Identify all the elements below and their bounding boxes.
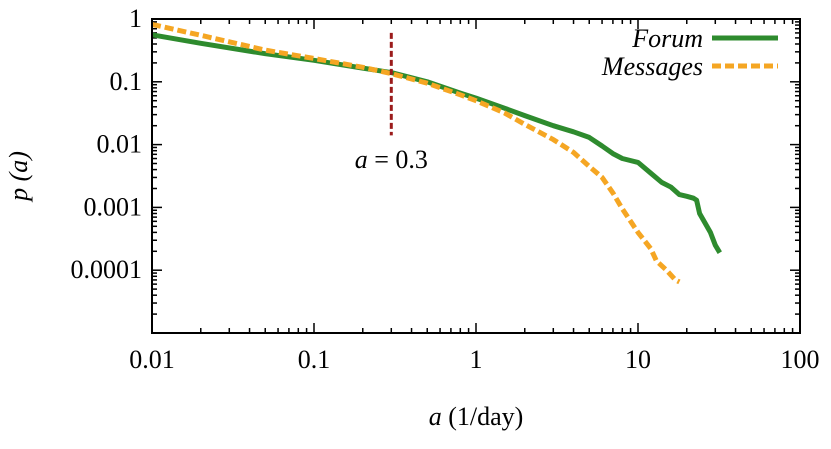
y-tick-label: 1 (129, 4, 142, 33)
series-line-messages (151, 21, 681, 285)
y-tick-label: 0.001 (84, 192, 143, 221)
annotation-layer: a = 0.3 (355, 32, 428, 174)
x-tick-label: 1 (470, 345, 483, 374)
x-tick-label: 100 (781, 345, 820, 374)
x-tick-label: 0.01 (129, 345, 175, 374)
x-tick-label: 10 (625, 345, 651, 374)
y-axis-label: p (a) (4, 151, 33, 203)
tick-labels-layer: 0.01 0.1 1 10 100 1 0.1 0.01 0.001 0.0001 (71, 4, 820, 374)
y-tick-label: 0.01 (97, 130, 143, 159)
y-axis-label-arg: (a) (4, 151, 33, 188)
y-axis-label-var: p (4, 188, 33, 203)
y-tick-label: 0.1 (110, 67, 143, 96)
x-axis-label: a (1/day) (429, 402, 524, 431)
legend-label-forum: Forum (631, 24, 703, 53)
x-tick-label: 0.1 (298, 345, 331, 374)
x-axis-label-unit: (1/day) (442, 402, 524, 431)
series-layer (151, 21, 722, 285)
x-axis-label-var: a (429, 402, 442, 431)
annotation-var: a (355, 145, 368, 174)
y-tick-label: 0.0001 (71, 255, 143, 284)
plot-frame (151, 18, 801, 334)
legend-label-messages: Messages (601, 52, 703, 81)
annotation-label: a = 0.3 (355, 145, 428, 174)
annotation-value: = 0.3 (368, 145, 428, 174)
legend: Forum Messages (601, 24, 778, 81)
